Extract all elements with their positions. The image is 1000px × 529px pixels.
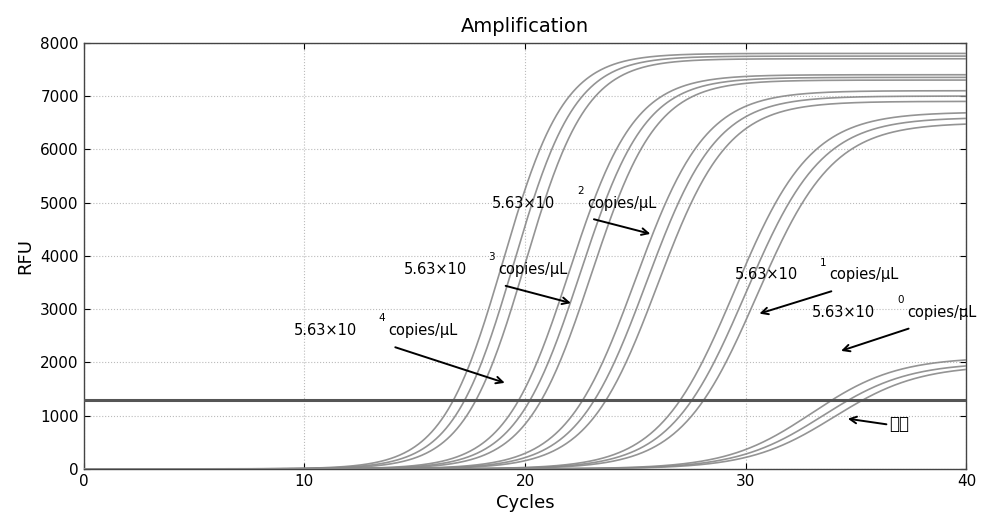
Title: Amplification: Amplification: [461, 17, 589, 35]
Text: 0: 0: [897, 295, 903, 305]
X-axis label: Cycles: Cycles: [496, 494, 554, 512]
Text: 5.63×10: 5.63×10: [293, 323, 357, 339]
Text: 空白: 空白: [889, 415, 909, 433]
Text: 3: 3: [489, 252, 495, 262]
Text: copies/μL: copies/μL: [830, 268, 899, 282]
Text: 5.63×10: 5.63×10: [492, 196, 555, 211]
Text: 4: 4: [378, 314, 385, 324]
Text: copies/μL: copies/μL: [587, 196, 656, 211]
Text: copies/μL: copies/μL: [388, 323, 457, 339]
Text: 2: 2: [577, 186, 584, 196]
Text: copies/μL: copies/μL: [907, 305, 976, 320]
Text: copies/μL: copies/μL: [499, 262, 568, 277]
Text: 5.63×10: 5.63×10: [404, 262, 467, 277]
Text: 5.63×10: 5.63×10: [812, 305, 875, 320]
Text: 5.63×10: 5.63×10: [735, 268, 798, 282]
Y-axis label: RFU: RFU: [17, 238, 35, 274]
Text: 1: 1: [820, 258, 826, 268]
